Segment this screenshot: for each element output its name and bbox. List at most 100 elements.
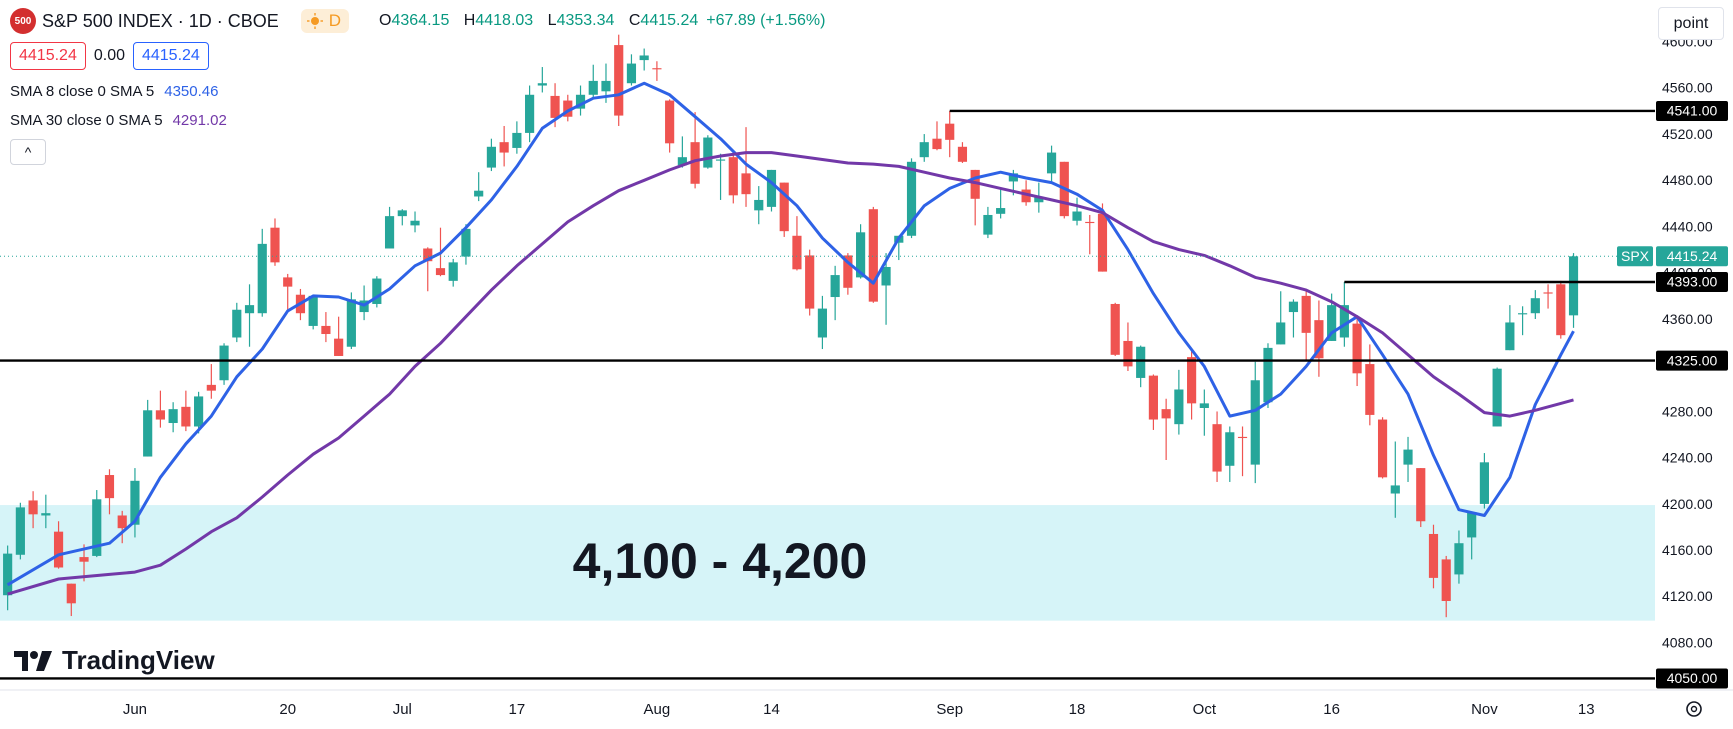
candle-body	[1199, 403, 1209, 408]
candle-body	[1454, 543, 1464, 575]
candle-body	[448, 262, 458, 281]
candle-body	[15, 507, 25, 555]
candle-body	[270, 227, 280, 263]
x-tick-label: Nov	[1471, 701, 1498, 718]
x-tick-label: 20	[279, 701, 296, 718]
session-badge[interactable]: D	[300, 9, 350, 33]
ohlc-key: O	[379, 12, 392, 29]
y-tick-label: 4280.00	[1662, 403, 1713, 419]
x-tick-label: Oct	[1193, 701, 1217, 718]
candle-body	[1237, 436, 1248, 439]
last-price-tag	[1656, 246, 1728, 267]
candle-body	[843, 255, 853, 288]
candle-body	[805, 255, 815, 309]
candle-body	[715, 159, 726, 161]
y-tick-label: 4520.00	[1662, 126, 1713, 142]
y-tick-label: 4560.00	[1662, 80, 1713, 96]
price-change: +67.89 (+1.56%)	[706, 12, 826, 29]
candle-body	[1097, 213, 1108, 272]
brand-mark-bar	[14, 650, 28, 671]
candle-body	[1288, 301, 1299, 313]
spread: 0.00	[93, 47, 125, 64]
y-tick-label: 4080.00	[1662, 634, 1713, 650]
candle-body	[932, 138, 942, 150]
ask-box[interactable]: 4415.24	[132, 42, 209, 70]
candle-body	[1441, 559, 1451, 602]
y-tick-label: 4160.00	[1662, 542, 1713, 558]
candle-body	[779, 182, 789, 232]
support-zone	[0, 505, 1655, 621]
symbol-header: 500 S&P 500 INDEX · 1D · CBOE D O4364.15…	[10, 8, 825, 34]
price-mode-button[interactable]: point	[1658, 7, 1724, 40]
candle-body	[1021, 189, 1031, 203]
candle-body	[1072, 211, 1082, 221]
candle-body	[194, 396, 204, 427]
candle-body	[104, 475, 115, 499]
settings-icon[interactable]	[1686, 701, 1702, 717]
x-tick-label: Aug	[644, 701, 671, 718]
brand-mark-dot	[30, 650, 38, 659]
ohlc-key: H	[463, 12, 476, 29]
candle-body	[1492, 368, 1502, 427]
candle-body	[881, 266, 891, 286]
sun-icon	[306, 13, 323, 29]
candle-body	[1085, 221, 1095, 224]
candle-body	[168, 409, 178, 424]
candle-body	[486, 146, 496, 168]
candle-body	[372, 278, 382, 304]
x-tick-label: 18	[1069, 701, 1086, 718]
candle-body	[1046, 152, 1057, 174]
candle-body	[550, 95, 560, 118]
x-tick-label: 16	[1323, 701, 1340, 718]
candle-body	[856, 232, 866, 278]
plot-area: 4,100 - 4,200	[0, 34, 1655, 680]
candle-body	[130, 480, 140, 525]
x-tick-label: Jul	[393, 701, 412, 718]
candle-body	[588, 80, 598, 95]
candle-body	[525, 94, 535, 133]
x-tick-label: 17	[509, 701, 526, 718]
ohlc-key: C	[628, 12, 641, 29]
candle-body	[639, 55, 649, 61]
candle-body	[334, 338, 344, 356]
candle-body	[1479, 462, 1489, 504]
candle-body	[614, 45, 624, 116]
candle-body	[1250, 380, 1260, 465]
candle-body	[1352, 323, 1362, 374]
bid-box[interactable]: 4415.24	[10, 42, 86, 70]
candle-body	[1301, 295, 1311, 333]
candle-body	[919, 142, 929, 158]
candle-body	[792, 235, 802, 270]
candle-body	[652, 68, 662, 70]
candle-body	[957, 146, 968, 162]
candle-body	[206, 384, 216, 391]
candle-body	[996, 208, 1006, 214]
candle-body	[28, 500, 38, 515]
candle-body	[66, 583, 76, 604]
candle-body	[1225, 432, 1235, 466]
candle-body	[423, 248, 433, 262]
sma-legend: SMA 30 close 0 SMA 5 4291.02	[10, 112, 227, 129]
candle-body	[1212, 424, 1222, 472]
gear-ring	[1686, 701, 1702, 717]
candle-body	[1365, 364, 1375, 415]
y-tick-label: 4440.00	[1662, 218, 1713, 234]
candle-body	[1327, 305, 1337, 341]
y-tick-label: 4240.00	[1662, 450, 1713, 466]
candle-body	[868, 209, 878, 302]
candle-body	[1276, 322, 1286, 345]
session-letter: D	[328, 11, 342, 30]
candle-body	[690, 142, 700, 184]
level-tag	[1656, 272, 1728, 293]
brand-mark	[14, 650, 52, 671]
brand-name: TradingView	[62, 645, 215, 675]
x-tick-label: 14	[763, 701, 780, 718]
y-tick-label: 4360.00	[1662, 311, 1713, 327]
candle-body	[1568, 256, 1579, 316]
ohlc-high: 4418.03	[475, 12, 534, 29]
ohlc-values: O4364.15 H4418.03 L4353.34 C4415.24	[379, 12, 698, 30]
candle-body	[474, 190, 484, 197]
collapse-button[interactable]: ^	[10, 139, 46, 165]
candle-body	[435, 268, 446, 276]
